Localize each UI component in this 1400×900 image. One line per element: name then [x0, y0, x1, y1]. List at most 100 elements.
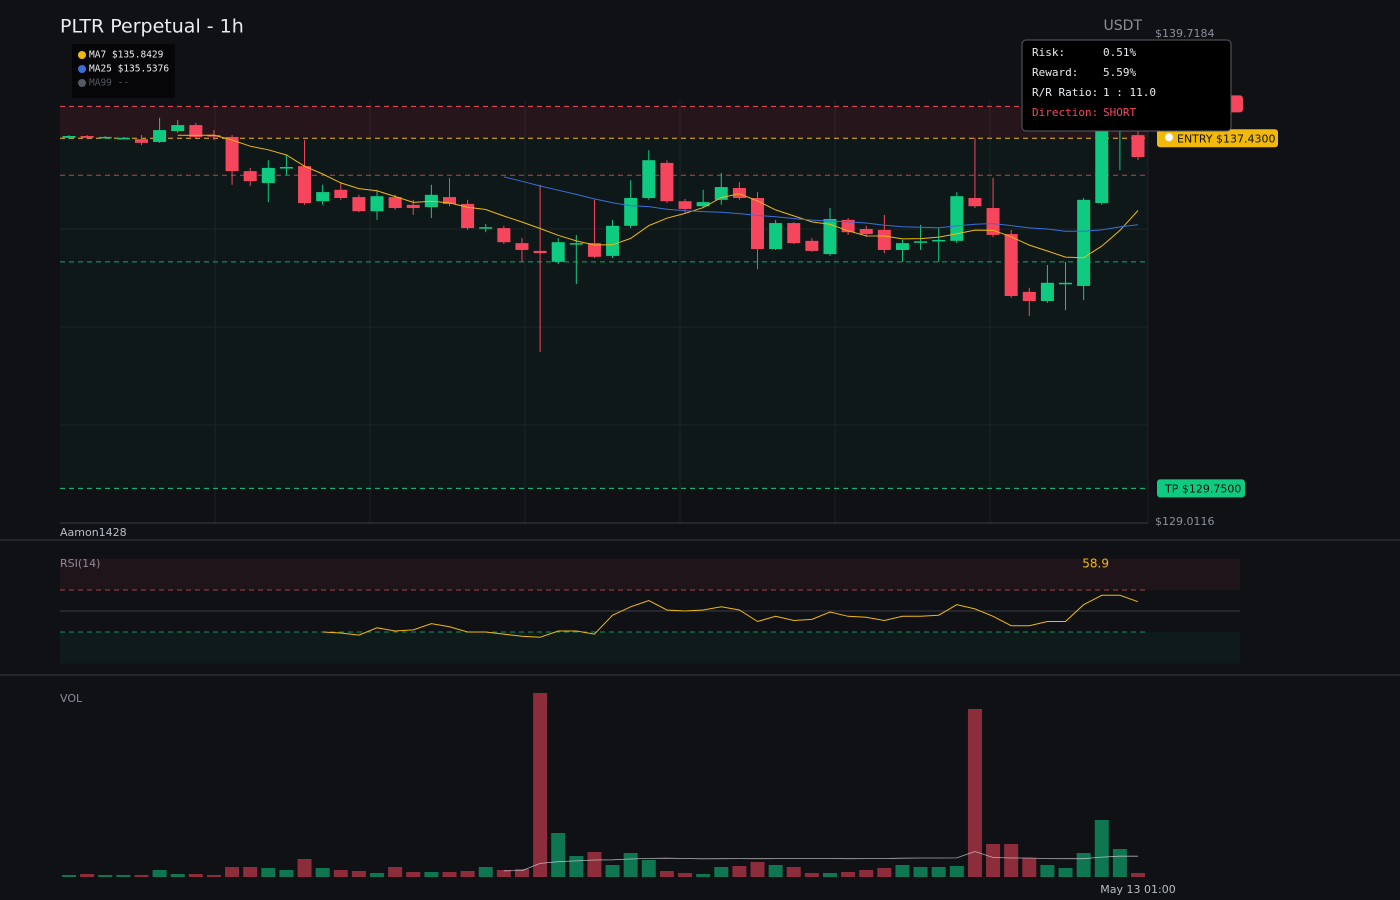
volume-bar — [678, 873, 693, 877]
candle-body — [1059, 282, 1073, 285]
volume-bar — [98, 875, 113, 877]
volume-bar — [243, 867, 258, 877]
volume-bar — [623, 853, 638, 877]
candle-body — [98, 136, 112, 139]
candle-body — [696, 202, 710, 207]
x-tick-label: May 13 01:00 — [1100, 883, 1175, 896]
volume-bar — [62, 875, 76, 877]
volume-bar — [533, 693, 548, 877]
candle-body — [261, 167, 275, 183]
volume-bar — [986, 844, 1001, 877]
candle-body — [950, 196, 964, 241]
layout — [0, 100, 1400, 676]
volume-bar — [605, 865, 620, 877]
volume-bar — [496, 870, 511, 877]
author: Aamon1428 — [60, 526, 127, 539]
volume-bar — [424, 872, 439, 877]
volume-bar — [1112, 849, 1127, 877]
candle-body — [1095, 125, 1109, 204]
candle-body — [551, 242, 565, 262]
volume-bar — [804, 873, 819, 877]
volume-bar — [206, 875, 221, 877]
volume-ma — [503, 851, 1138, 872]
candle-body — [80, 136, 94, 138]
ma-line — [177, 134, 1139, 259]
candle-body — [62, 136, 76, 138]
candle-body — [370, 196, 384, 212]
volume-bar — [442, 872, 457, 877]
rsi-label: RSI(14) — [60, 557, 100, 570]
volume-bar — [1076, 853, 1091, 877]
volume-bar — [1040, 865, 1055, 877]
candle-body — [751, 198, 765, 250]
level-label-text: ENTRY $137.4300 — [1177, 132, 1276, 145]
rsi-value: 58.9 — [1082, 557, 1109, 571]
candle-body — [986, 208, 1000, 235]
candle-body — [587, 243, 601, 257]
candle-body — [859, 229, 873, 235]
tooltip-box — [1021, 39, 1232, 132]
rsi-line — [322, 594, 1139, 638]
volume-label: VOL — [60, 692, 83, 705]
tooltip-value: 0.51% — [1103, 46, 1136, 59]
legend-box — [72, 44, 175, 98]
candle-body — [497, 228, 511, 243]
volume-bar — [152, 870, 167, 877]
volume-bar — [768, 865, 783, 877]
legend-text: MA7 $135.8429 — [89, 50, 164, 61]
candle-body — [134, 139, 148, 143]
candle-body — [877, 229, 891, 250]
candle-body — [678, 201, 692, 209]
level-icon — [1165, 133, 1173, 142]
volume-bar — [80, 874, 95, 877]
volume-bar — [1058, 868, 1073, 877]
candle-body — [895, 243, 909, 250]
volume-bar — [732, 866, 747, 877]
candle-body — [406, 204, 420, 209]
tooltip-key: Direction: — [1032, 106, 1098, 119]
candle-body — [171, 125, 185, 132]
volume-bar — [279, 870, 294, 877]
tooltip-key: Risk: — [1032, 46, 1065, 59]
ma-legend: MA7 $135.8429 MA25 $135.5376 MA99 -- — [72, 44, 175, 98]
candle-body — [153, 130, 167, 142]
ma-line — [503, 176, 1139, 232]
candle-body — [207, 135, 221, 137]
volume-bar — [225, 867, 240, 877]
candle-body — [1004, 234, 1018, 297]
zone — [60, 106, 1148, 139]
y-tick-label: $129.0116 — [1155, 515, 1215, 528]
candle-body — [642, 160, 656, 199]
candle-body — [914, 241, 928, 243]
volume-bar — [696, 874, 711, 877]
volume-bar — [188, 874, 203, 877]
candle-body — [352, 197, 366, 212]
volume-bar — [967, 709, 982, 877]
candle-body — [660, 162, 674, 202]
candle-body — [515, 243, 529, 250]
volume-bar — [406, 872, 421, 877]
candle-body — [732, 187, 746, 199]
candle-body — [479, 227, 493, 229]
volume-bar — [913, 867, 928, 877]
y-tick-label: $139.7184 — [1155, 27, 1215, 40]
volume-bar — [315, 868, 330, 877]
volume-bar — [1022, 858, 1037, 877]
candle-body — [243, 171, 257, 182]
candle-body — [624, 198, 638, 226]
volume-bar — [116, 875, 131, 877]
volume-bar — [170, 874, 185, 877]
volume-bar — [551, 833, 566, 877]
volume-bar — [822, 873, 837, 877]
trade-tooltip: Risk: 0.51% Reward: 5.59% R/R Ratio: 1 : 11.0… — [1021, 39, 1232, 132]
volume-bar — [841, 872, 856, 877]
candle-body — [279, 167, 293, 169]
candle-body — [823, 218, 837, 255]
volume-bar — [514, 869, 529, 877]
candle-body — [116, 137, 130, 140]
volume-bar — [949, 866, 964, 877]
candle-body — [1040, 282, 1054, 302]
zone — [60, 138, 1148, 489]
volume-bar — [297, 859, 312, 877]
tooltip-value: 1 : 11.0 — [1103, 86, 1156, 99]
